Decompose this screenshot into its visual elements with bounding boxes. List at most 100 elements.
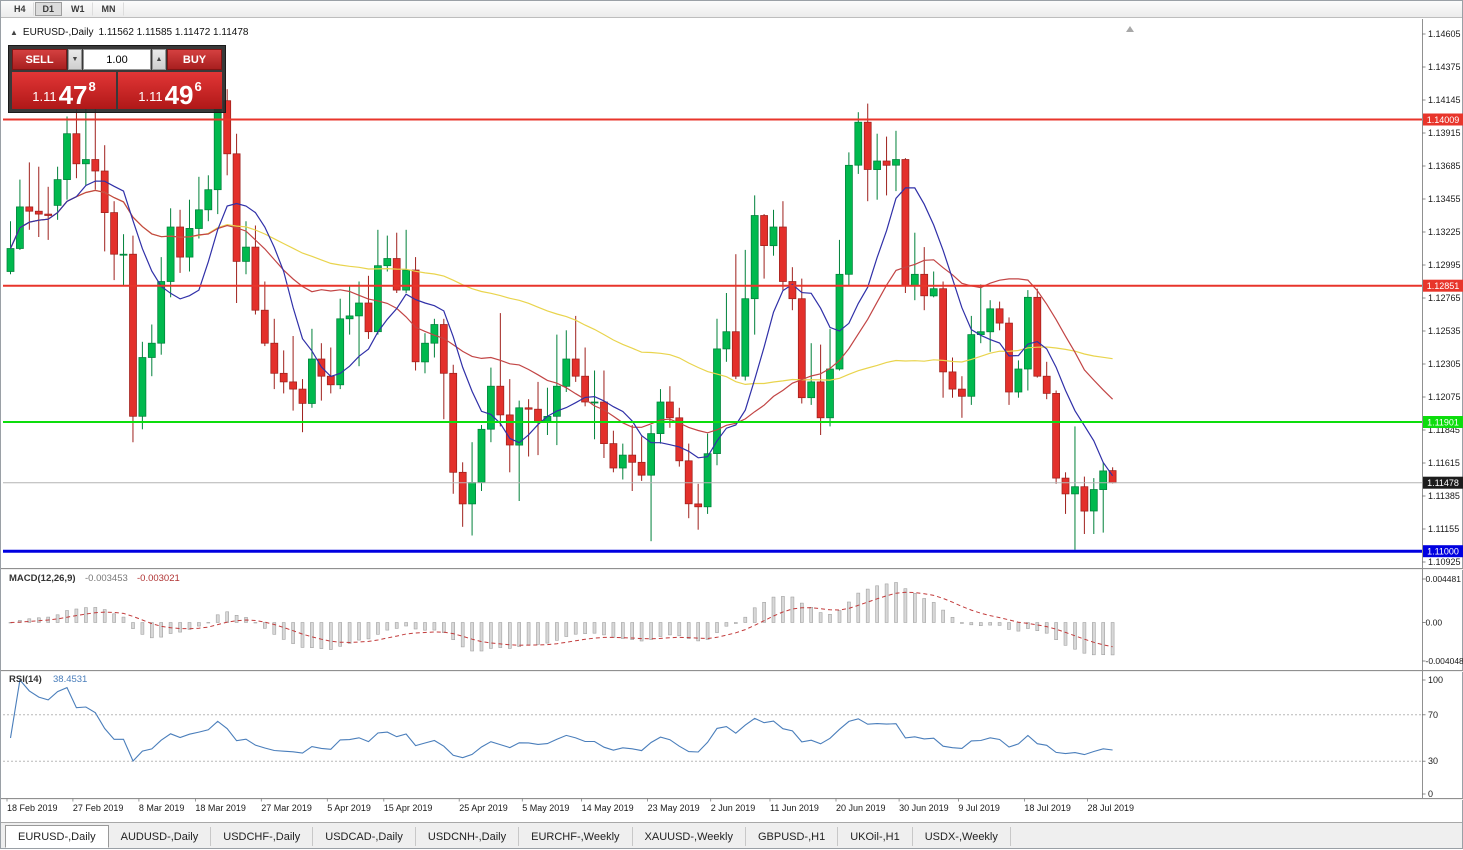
candle <box>704 454 711 507</box>
timeframe-button-mn[interactable]: MN <box>94 2 124 16</box>
tab-usdcnh-daily[interactable]: USDCNH-,Daily <box>416 827 519 846</box>
candle <box>356 303 363 316</box>
macd-signal-line <box>11 592 1113 647</box>
chart-ohlc-values: 1.11562 1.11585 1.11472 1.11478 <box>98 27 248 38</box>
tab-audusd-daily[interactable]: AUDUSD-,Daily <box>109 827 212 846</box>
candle <box>572 359 579 376</box>
timeframe-button-w1[interactable]: W1 <box>63 2 93 16</box>
rsi-value: 38.4531 <box>53 674 87 685</box>
tab-gbpusd-h1[interactable]: GBPUSD-,H1 <box>746 827 838 846</box>
sell-price-display[interactable]: 1.11 47 8 <box>12 72 116 109</box>
candle <box>497 386 504 415</box>
tab-eurchf-weekly[interactable]: EURCHF-,Weekly <box>519 827 632 846</box>
date-tick: 8 Mar 2019 <box>139 803 185 813</box>
chart-title: ▲ EURUSD-,Daily 1.11562 1.11585 1.11472 … <box>10 27 248 38</box>
candle <box>836 274 843 369</box>
candle <box>290 382 297 389</box>
tab-xauusd-weekly[interactable]: XAUUSD-,Weekly <box>633 827 746 846</box>
price-tick: 1.11155 <box>1428 524 1459 534</box>
timeframe-button-d1[interactable]: D1 <box>35 2 63 16</box>
candle <box>1024 297 1031 369</box>
price-tick: 1.12305 <box>1428 359 1461 369</box>
candle <box>619 455 626 468</box>
buy-price-big: 49 <box>165 84 194 106</box>
sell-button[interactable]: SELL <box>12 49 67 70</box>
candle <box>911 274 918 286</box>
date-tick: 5 May 2019 <box>522 803 569 813</box>
candle <box>779 227 786 282</box>
price-tick: 1.11615 <box>1428 458 1460 468</box>
candle <box>195 210 202 229</box>
volume-dropdown-icon[interactable]: ▼ <box>68 49 82 70</box>
candle <box>82 160 89 164</box>
candle <box>92 160 99 172</box>
price-tick: 1.14375 <box>1428 62 1461 72</box>
candle <box>949 372 956 389</box>
candle <box>808 382 815 398</box>
candle <box>1015 369 1022 392</box>
price-tick: 1.13915 <box>1428 128 1461 138</box>
macd-axis-tick: 0.004481 <box>1426 574 1462 584</box>
candle <box>459 472 466 504</box>
candle <box>478 429 485 482</box>
axis-price-label: 1.11901 <box>1427 418 1459 428</box>
candle <box>365 303 372 332</box>
candle <box>233 154 240 262</box>
candle <box>252 247 259 310</box>
price-tick: 1.11385 <box>1428 491 1460 501</box>
date-tick: 28 Jul 2019 <box>1088 803 1135 813</box>
candle <box>516 408 523 445</box>
candle <box>893 160 900 166</box>
candle <box>384 259 391 266</box>
chart-shift-marker-icon[interactable] <box>1126 26 1134 32</box>
candle <box>930 289 937 296</box>
buy-price-sup: 6 <box>195 80 202 93</box>
rsi-axis-tick: 0 <box>1428 789 1433 799</box>
tab-usdchf-daily[interactable]: USDCHF-,Daily <box>211 827 313 846</box>
date-tick: 9 Jul 2019 <box>958 803 1000 813</box>
candle <box>940 289 947 372</box>
date-tick: 15 Apr 2019 <box>384 803 433 813</box>
macd-label: MACD(12,26,9) <box>9 573 76 584</box>
tab-usdx-weekly[interactable]: USDX-,Weekly <box>913 827 1011 846</box>
tab-eurusd-daily[interactable]: EURUSD-,Daily <box>5 825 109 848</box>
candle <box>139 358 146 417</box>
volume-input[interactable]: 1.00 <box>83 49 151 70</box>
buy-button[interactable]: BUY <box>167 49 222 70</box>
macd-axis-tick: -0.004048 <box>1426 656 1463 666</box>
rsi-label: RSI(14) <box>9 674 42 685</box>
price-tick: 1.13685 <box>1428 161 1461 171</box>
candle <box>657 402 664 434</box>
timeframe-button-h4[interactable]: H4 <box>6 2 34 16</box>
candle <box>412 270 419 362</box>
date-tick: 23 May 2019 <box>648 803 700 813</box>
tab-ukoil-h1[interactable]: UKOil-,H1 <box>838 827 913 846</box>
candle <box>186 228 193 257</box>
candle <box>64 134 71 180</box>
candle <box>761 216 768 246</box>
sell-price-base: 1.11 <box>32 90 56 103</box>
candle <box>214 101 221 190</box>
candle <box>271 343 278 373</box>
ma-20-line <box>11 190 1113 432</box>
macd-histogram <box>9 583 1114 655</box>
volume-up-icon[interactable]: ▲ <box>152 49 166 70</box>
candle <box>280 373 287 382</box>
date-tick: 14 May 2019 <box>582 803 634 813</box>
candle <box>148 343 155 357</box>
macd-axis-tick: 0.00 <box>1426 618 1443 628</box>
candle <box>827 369 834 418</box>
candle <box>337 319 344 385</box>
tab-usdcad-daily[interactable]: USDCAD-,Daily <box>313 827 416 846</box>
axis-price-label: 1.14009 <box>1427 115 1460 125</box>
candle <box>770 227 777 246</box>
expand-triangle-icon[interactable]: ▲ <box>10 28 18 37</box>
buy-price-display[interactable]: 1.11 49 6 <box>118 72 222 109</box>
price-axis[interactable]: 1.146051.143751.141451.139151.136851.134… <box>1422 29 1463 567</box>
axis-price-label: 1.11478 <box>1427 478 1459 488</box>
date-tick: 25 Apr 2019 <box>459 803 508 813</box>
